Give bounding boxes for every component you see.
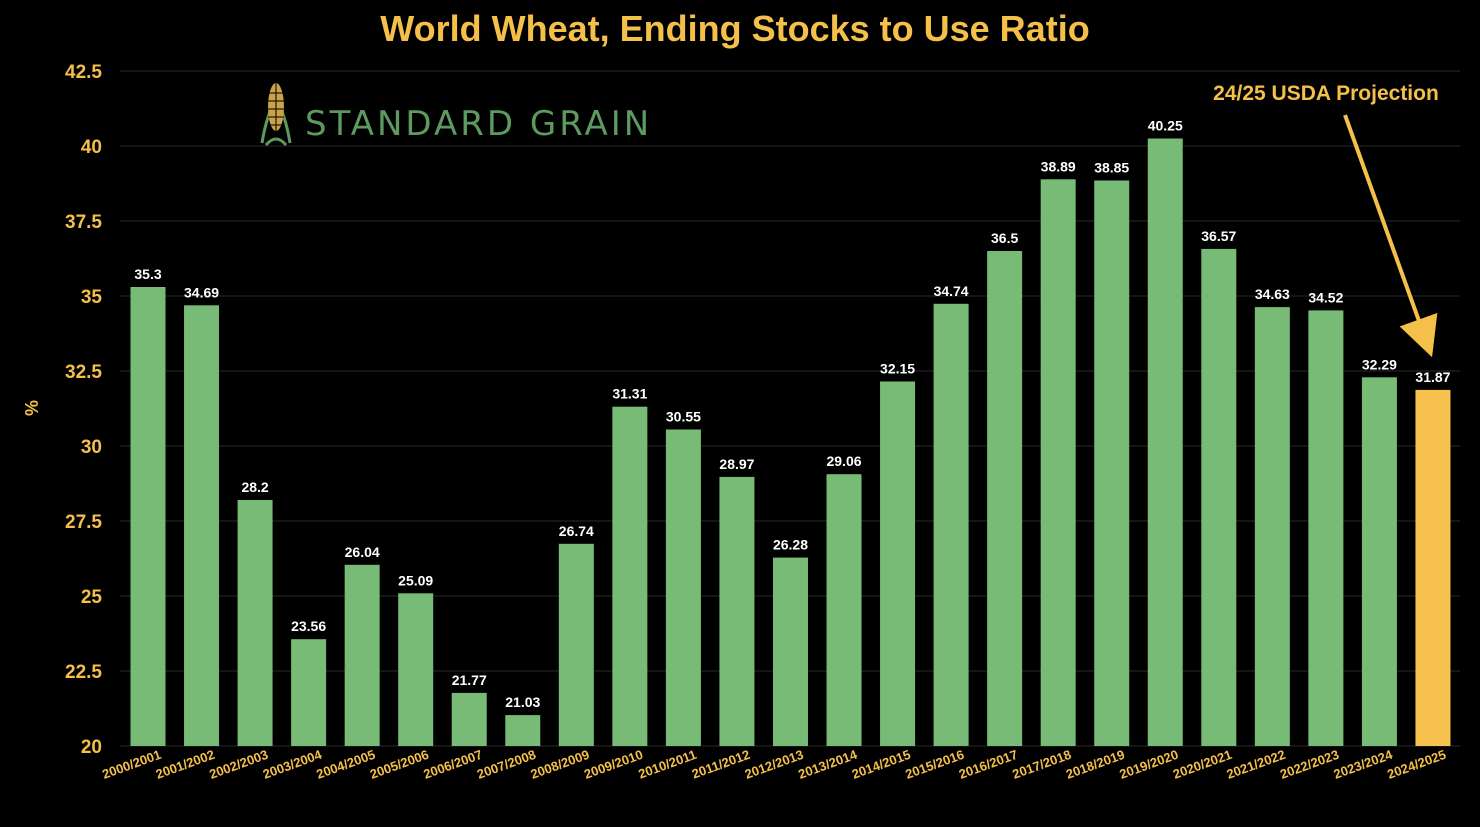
logo-text: STANDARD GRAIN [305, 104, 652, 144]
data-label: 31.87 [1415, 369, 1450, 385]
bar [880, 381, 916, 746]
y-tick-label: 35 [81, 287, 103, 308]
data-label: 26.74 [559, 523, 594, 539]
x-axis: 2000/20012001/20022002/20032003/20042004… [100, 746, 1448, 781]
data-label: 40.25 [1148, 118, 1183, 134]
x-tick-label: 2004/2005 [314, 747, 377, 782]
x-tick-label: 2019/2020 [1117, 747, 1180, 782]
x-tick-label: 2023/2024 [1332, 746, 1396, 781]
bars [130, 138, 1451, 747]
x-tick-label: 2018/2019 [1064, 747, 1127, 782]
data-label: 25.09 [398, 572, 433, 588]
data-label: 32.15 [880, 361, 915, 377]
data-label: 36.5 [991, 230, 1018, 246]
data-label: 29.06 [826, 453, 861, 469]
bar [184, 305, 220, 746]
x-tick-label: 2001/2002 [154, 747, 217, 782]
chart-title: World Wheat, Ending Stocks to Use Ratio [380, 8, 1089, 49]
x-tick-label: 2003/2004 [261, 746, 325, 781]
bar [933, 303, 969, 746]
bar [719, 476, 755, 746]
bar [1147, 138, 1183, 746]
bar [987, 251, 1023, 746]
y-tick-label: 20 [81, 737, 102, 758]
bar [1201, 248, 1237, 746]
data-label: 28.2 [241, 479, 268, 495]
data-label: 38.89 [1041, 158, 1076, 174]
bar [451, 692, 487, 746]
data-label: 34.52 [1308, 289, 1343, 305]
bar [1094, 180, 1130, 746]
y-axis-label: % [22, 400, 42, 416]
y-axis: 20 22.5 25 27.5 30 32.5 35 37.5 40 42.5 [65, 62, 102, 758]
logo: STANDARD GRAIN [260, 83, 652, 147]
bar [772, 557, 808, 746]
bar [612, 406, 648, 746]
x-tick-label: 2024/2025 [1385, 747, 1448, 782]
data-label: 21.03 [505, 694, 540, 710]
x-tick-label: 2017/2018 [1010, 747, 1073, 782]
x-tick-label: 2008/2009 [528, 747, 591, 782]
data-label: 34.63 [1255, 286, 1290, 302]
data-label: 23.56 [291, 618, 326, 634]
data-label: 35.3 [134, 266, 161, 282]
annotation-arrow [1343, 114, 1438, 358]
data-label: 36.57 [1201, 228, 1236, 244]
bar [558, 543, 594, 746]
x-tick-label: 2015/2016 [903, 747, 966, 782]
bar [398, 593, 434, 746]
x-tick-label: 2010/2011 [636, 747, 698, 782]
x-tick-label: 2002/2003 [207, 747, 270, 782]
bar [291, 639, 327, 746]
x-tick-label: 2021/2022 [1224, 747, 1287, 782]
data-label: 21.77 [452, 672, 487, 688]
data-label: 34.69 [184, 284, 219, 300]
data-labels: 35.3 34.69 28.2 23.56 26.04 25.09 21.77 21.03 26… [134, 118, 1450, 711]
bar [130, 287, 166, 746]
x-tick-label: 2014/2015 [850, 747, 913, 782]
bar [1254, 307, 1290, 746]
bar [505, 715, 541, 746]
x-tick-label: 2005/2006 [368, 747, 431, 782]
data-label: 26.04 [345, 544, 380, 560]
data-label: 28.97 [719, 456, 754, 472]
projection-annotation: 24/25 USDA Projection [1213, 82, 1439, 105]
x-tick-label: 2006/2007 [421, 747, 484, 782]
y-tick-label: 27.5 [65, 512, 102, 533]
y-tick-label: 42.5 [65, 62, 102, 83]
data-label: 32.29 [1362, 356, 1397, 372]
y-tick-label: 25 [81, 587, 103, 608]
y-tick-label: 32.5 [65, 362, 102, 383]
bar [1361, 377, 1397, 746]
x-tick-label: 2016/2017 [957, 747, 1020, 782]
corn-icon [260, 83, 292, 147]
bar-highlight [1415, 389, 1451, 746]
gridlines [120, 70, 1460, 747]
data-label: 30.55 [666, 409, 701, 425]
x-tick-label: 2013/2014 [796, 746, 860, 781]
data-label: 26.28 [773, 537, 808, 553]
data-label: 31.31 [612, 386, 647, 402]
y-tick-label: 22.5 [65, 662, 102, 683]
bar [826, 474, 862, 746]
bar [1308, 310, 1344, 746]
bar [665, 429, 701, 746]
y-tick-label: 37.5 [65, 212, 102, 233]
y-tick-label: 30 [81, 437, 102, 458]
data-label: 38.85 [1094, 160, 1129, 176]
data-label: 34.74 [934, 283, 969, 299]
x-tick-label: 2020/2021 [1171, 747, 1234, 782]
bar [344, 564, 380, 746]
x-tick-label: 2000/2001 [100, 747, 163, 782]
x-tick-label: 2012/2013 [743, 747, 806, 782]
x-tick-label: 2007/2008 [475, 747, 538, 782]
bar [237, 500, 273, 746]
x-tick-label: 2022/2023 [1278, 747, 1341, 782]
x-tick-label: 2009/2010 [582, 747, 645, 782]
bar [1040, 179, 1076, 747]
x-tick-label: 2011/2012 [690, 747, 752, 782]
y-tick-label: 40 [81, 137, 102, 158]
